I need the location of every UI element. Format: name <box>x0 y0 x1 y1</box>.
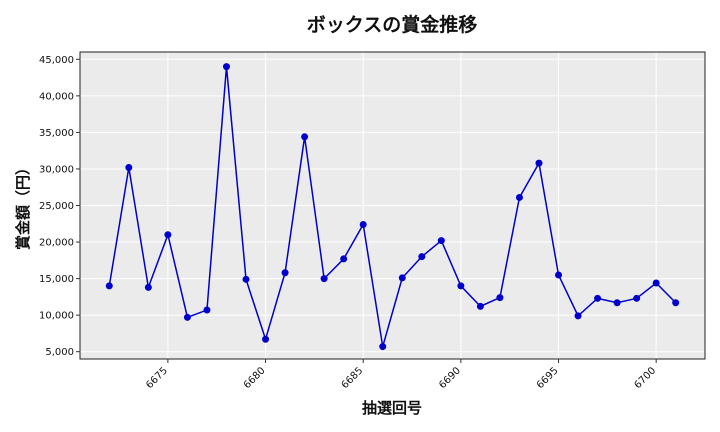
data-point <box>222 63 230 71</box>
y-tick-label: 20,000 <box>39 238 74 249</box>
data-point <box>555 271 563 279</box>
data-point <box>398 274 406 282</box>
y-tick-label: 35,000 <box>39 128 74 139</box>
data-point <box>144 283 152 291</box>
data-point <box>340 255 348 263</box>
y-axis-ticks: 5,000 10,000 15,000 20,000 25,000 30,000 35,00… <box>39 55 80 358</box>
x-axis-label: 抽選回号 <box>362 399 422 417</box>
data-point <box>672 299 680 307</box>
data-point <box>359 221 367 229</box>
data-point <box>183 313 191 321</box>
x-tick-label: 6695 <box>535 365 561 391</box>
x-tick-label: 6700 <box>633 365 659 391</box>
y-tick-label: 10,000 <box>39 311 74 322</box>
x-tick-label: 6675 <box>144 365 170 391</box>
data-point <box>535 159 543 167</box>
data-point <box>125 163 133 171</box>
x-tick-label: 6685 <box>340 365 366 391</box>
y-tick-label: 45,000 <box>39 55 74 66</box>
data-point <box>379 343 387 351</box>
series-group <box>105 63 680 351</box>
data-point <box>242 275 250 283</box>
data-point <box>281 269 289 277</box>
y-tick-label: 25,000 <box>39 201 74 212</box>
data-point <box>457 282 465 290</box>
y-axis-label: 賞金額（円） <box>14 160 32 250</box>
data-point <box>418 253 426 261</box>
chart-title: ボックスの賞金推移 <box>307 13 477 36</box>
data-point <box>574 312 582 320</box>
y-tick-label: 30,000 <box>39 164 74 175</box>
data-point <box>652 279 660 287</box>
grid <box>80 52 705 359</box>
data-point <box>515 193 523 201</box>
data-point <box>320 275 328 283</box>
x-axis-ticks: 6675 6680 6685 6690 6695 6700 <box>144 359 658 391</box>
x-tick-label: 6680 <box>242 365 268 391</box>
y-tick-label: 15,000 <box>39 274 74 285</box>
y-tick-label: 40,000 <box>39 91 74 102</box>
x-tick-label: 6690 <box>437 365 463 391</box>
data-point <box>164 231 172 239</box>
data-point <box>633 294 641 302</box>
data-point <box>301 133 309 141</box>
data-point <box>496 294 504 302</box>
y-tick-label: 5,000 <box>45 347 74 358</box>
data-point <box>476 302 484 310</box>
data-point <box>105 282 113 290</box>
data-point <box>262 335 270 343</box>
data-point <box>437 237 445 245</box>
data-point <box>203 306 211 314</box>
data-point <box>613 299 621 307</box>
data-point <box>594 294 602 302</box>
